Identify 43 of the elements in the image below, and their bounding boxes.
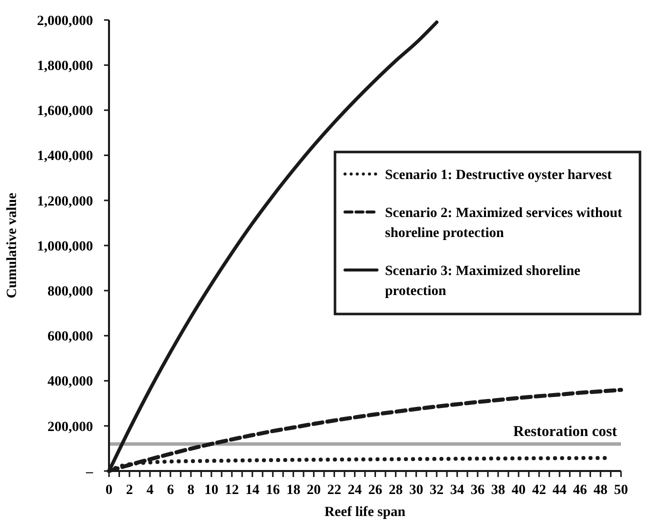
y-tick-label: 2,000,000 <box>37 14 93 29</box>
y-tick-label: 800,000 <box>48 284 93 300</box>
y-tick-label: 1,000,000 <box>37 239 93 254</box>
x-tick-label: 46 <box>573 483 588 498</box>
y-tick-label: 1,400,000 <box>37 149 93 164</box>
x-tick-label: 26 <box>368 483 382 498</box>
x-axis-title: Reef life span <box>324 505 406 520</box>
x-tick-label: 20 <box>306 483 321 498</box>
y-tick-label: 400,000 <box>48 374 93 390</box>
x-tick-label: 30 <box>409 483 424 498</box>
x-tick-label: 48 <box>594 483 608 498</box>
x-tick-label: 44 <box>552 483 567 498</box>
x-tick-label: 24 <box>348 483 362 498</box>
y-tick-label: – <box>85 464 94 480</box>
y-tick-label: 1,200,000 <box>37 194 93 210</box>
y-tick-label: 200,000 <box>48 420 93 435</box>
legend-label: Scenario 1: Destructive oyster harvest <box>385 168 612 183</box>
x-tick-label: 38 <box>491 483 506 498</box>
legend-label: Scenario 3: Maximized shoreline protection <box>385 264 580 299</box>
y-tick-label: 600,000 <box>48 330 93 345</box>
x-tick-label: 8 <box>187 483 194 498</box>
x-tick-label: 34 <box>450 483 464 498</box>
y-tick-label: 1,800,000 <box>37 59 93 74</box>
x-tick-label: 36 <box>470 483 485 498</box>
x-tick-label: 10 <box>204 483 218 498</box>
x-tick-label: 16 <box>266 483 280 498</box>
y-tick-label: 1,600,000 <box>37 104 93 120</box>
x-tick-label: 18 <box>286 483 300 498</box>
x-tick-label: 42 <box>532 483 546 498</box>
x-tick-label: 28 <box>388 483 403 498</box>
x-tick-label: 14 <box>245 483 260 498</box>
x-tick-label: 4 <box>146 483 154 498</box>
ref-line-label: Restoration cost <box>513 424 617 440</box>
x-tick-label: 2 <box>126 483 133 498</box>
x-tick-label: 22 <box>327 483 342 498</box>
x-tick-label: 0 <box>106 483 112 498</box>
x-tick-label: 12 <box>224 483 239 498</box>
x-tick-label: 40 <box>512 483 526 498</box>
legend-label: Scenario 2: Maximized services without shoreline protection <box>385 206 623 241</box>
x-tick-label: 6 <box>166 483 174 498</box>
y-axis-title: Cumulative value <box>5 192 20 298</box>
x-tick-label: 50 <box>614 483 628 498</box>
x-tick-label: 32 <box>430 483 444 498</box>
